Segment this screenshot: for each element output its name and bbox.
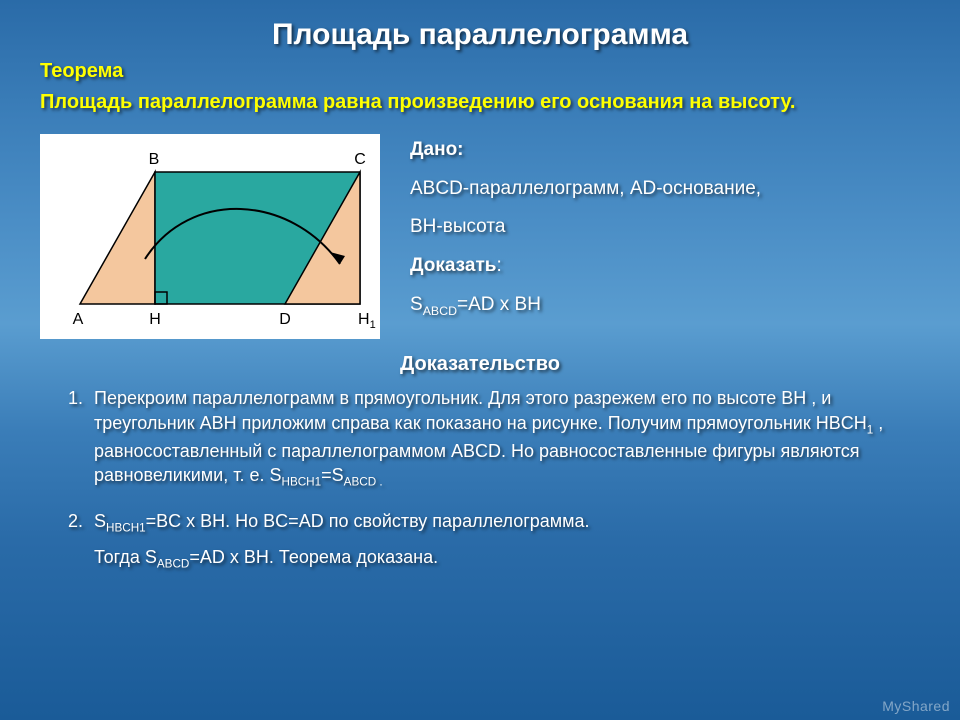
slide-title: Площадь параллелограмма — [40, 18, 920, 52]
watermark: MyShared — [882, 698, 950, 714]
prove-colon: : — [496, 255, 501, 276]
p2b-seg-b: =AD x BH. Теорема доказана. — [189, 547, 438, 567]
given-block: Дано: ABCD-параллелограмм, AD-основание,… — [410, 134, 920, 333]
prove-formula: SABCD=AD x BH — [410, 293, 920, 319]
label-d: D — [279, 311, 291, 328]
proof-text-1: Перекроим параллелограмм в прямоугольник… — [94, 386, 908, 499]
prove-label-text: Доказать — [410, 255, 496, 276]
p1-seg-a: Перекроим параллелограмм в прямоугольник… — [94, 388, 867, 433]
p2b-seg-a: Тогда S — [94, 547, 157, 567]
label-h: H — [149, 311, 161, 328]
label-h1: H1 — [358, 311, 376, 331]
p1-seg-c: =S — [321, 465, 344, 485]
given-line2: BH-высота — [410, 215, 920, 240]
p2-sub1: HBCH1 — [106, 522, 146, 535]
prove-s: S — [410, 294, 423, 315]
prove-label: Доказать: — [410, 254, 920, 279]
theorem-label: Теорема — [40, 60, 920, 83]
proof-num-1: 1. — [68, 386, 94, 499]
proof-body: 1. Перекроим параллелограмм в прямоуголь… — [40, 386, 920, 581]
prove-sub: ABCD — [423, 304, 457, 318]
p2b-sub: ABCD — [157, 557, 189, 570]
prove-rest: =AD x BH — [457, 294, 541, 315]
label-b: B — [149, 151, 160, 168]
p2-seg-b: =BC x BH. Но BC=AD по свойству параллело… — [146, 511, 590, 531]
given-heading: Дано: — [410, 138, 920, 163]
mid-row: B C A H D H1 Дано: ABCD-параллелограмм, … — [40, 134, 920, 339]
p1-sub3: ABCD . — [344, 476, 383, 489]
triangle-abh — [80, 172, 155, 304]
label-a: A — [73, 311, 84, 328]
theorem-statement: Площадь параллелограмма равна произведен… — [40, 89, 920, 116]
proof-item-2: 2. SHBCH1=BC x BH. Но BC=AD по свойству … — [68, 509, 908, 580]
proof-item-1: 1. Перекроим параллелограмм в прямоуголь… — [68, 386, 908, 499]
proof-text-2: SHBCH1=BC x BH. Но BC=AD по свойству пар… — [94, 509, 908, 580]
p1-sub2: HBCH1 — [282, 476, 322, 489]
proof-title: Доказательство — [40, 353, 920, 376]
slide: Площадь параллелограмма Теорема Площадь … — [0, 0, 960, 611]
label-c: C — [354, 151, 366, 168]
given-line1: ABCD-параллелограмм, AD-основание, — [410, 177, 920, 202]
proof-num-2: 2. — [68, 509, 94, 580]
diagram-svg: B C A H D H1 — [40, 134, 380, 339]
p2-seg-a: S — [94, 511, 106, 531]
diagram: B C A H D H1 — [40, 134, 380, 339]
